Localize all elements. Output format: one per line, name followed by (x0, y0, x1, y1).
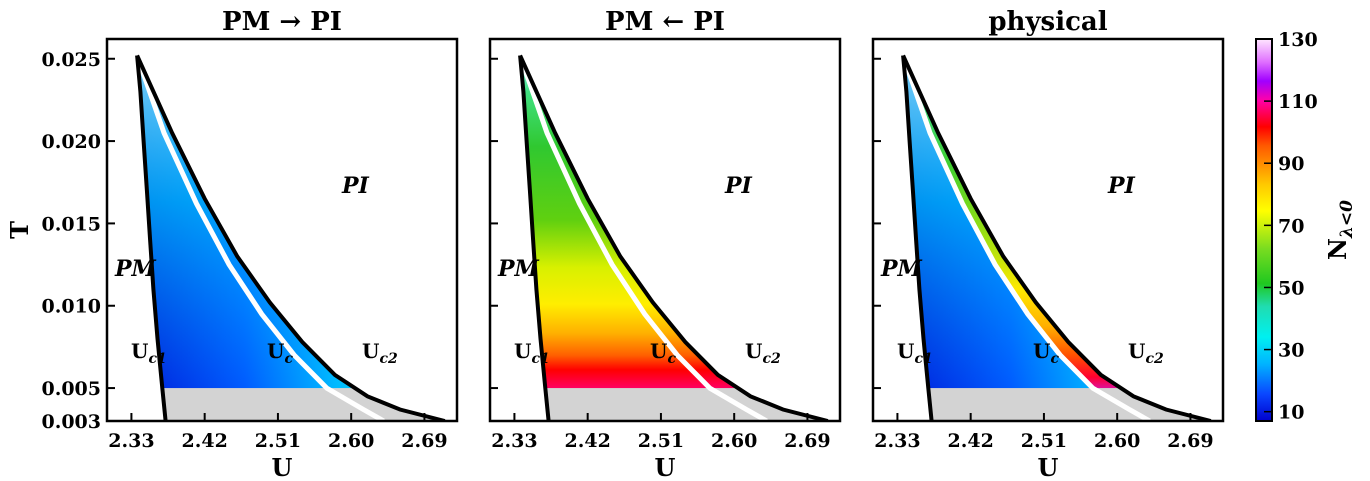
colorbar-label: Nλ<0 (1323, 200, 1357, 260)
masked-region (520, 388, 828, 421)
heat-region-left-overlay (903, 55, 1211, 421)
uc-line (134, 54, 385, 421)
x-axis-label: U (1038, 453, 1059, 481)
panel-title: PM → PI (222, 7, 342, 37)
uc-label: Uc (650, 339, 676, 367)
panel-1: PM → PI 2.33 2.42 2.51 2.60 2.69 0.003 0.005 0.0… (42, 7, 459, 481)
x-tick-label: 2.42 (182, 430, 228, 452)
y-tick-label: 0.003 (42, 411, 102, 433)
panel-2: PM ← PI 2.33 2.42 2.51 2.60 2.69 U PM PI Uc1 Uc Uc2 (488, 7, 842, 481)
y-tick-label: 0.015 (42, 213, 102, 235)
axes-frame (871, 37, 1225, 423)
axes-frame (488, 37, 842, 423)
x-tick-label: 2.33 (108, 430, 154, 452)
colorbar-tick-label: 10 (1278, 402, 1304, 424)
masked-region (137, 388, 445, 421)
uc2-boundary (135, 54, 446, 421)
uc2-label: Uc2 (1128, 339, 1164, 367)
uc1-label: Uc1 (514, 339, 550, 367)
uc-label: Uc (267, 339, 293, 367)
heat-region (520, 55, 828, 421)
x-axis-label: U (655, 453, 676, 481)
x-tick-label: 2.42 (948, 430, 994, 452)
y-tick-label: 0.010 (42, 296, 102, 318)
panel-3: physical 2.33 2.42 2.51 2.60 2.69 U PM PI Uc1 Uc Uc… (871, 7, 1225, 481)
panel-title: PM ← PI (605, 7, 725, 37)
colorbar-tick-label: 130 (1278, 29, 1318, 51)
uc-label: Uc (1033, 339, 1059, 367)
uc1-label: Uc1 (897, 339, 933, 367)
x-tick-label: 2.60 (328, 430, 374, 452)
x-tick-label: 2.51 (1021, 430, 1067, 452)
x-tick-label: 2.69 (401, 430, 447, 452)
y-axis-label: T (5, 221, 34, 239)
uc-line (900, 54, 1151, 421)
x-tick-label: 2.60 (711, 430, 757, 452)
colorbar-tick-label: 50 (1278, 277, 1304, 299)
uc1-boundary (135, 55, 168, 421)
y-tick-label: 0.005 (42, 378, 102, 400)
uc1-boundary (518, 55, 551, 421)
y-tick-label: 0.020 (42, 131, 102, 153)
pi-label: PI (341, 173, 370, 199)
colorbar-tick-label: 90 (1278, 153, 1304, 175)
colorbar-tick-label: 110 (1278, 91, 1318, 113)
uc1-label: Uc1 (131, 339, 167, 367)
x-tick-label: 2.51 (638, 430, 684, 452)
uc2-label: Uc2 (745, 339, 781, 367)
x-axis-label: U (272, 453, 293, 481)
panel-title: physical (988, 7, 1107, 37)
uc2-boundary (901, 54, 1212, 421)
x-tick-label: 2.69 (1167, 430, 1213, 452)
pi-label: PI (724, 173, 753, 199)
pm-label: PM (880, 256, 923, 282)
x-tick-label: 2.51 (255, 430, 301, 452)
colorbar-gradient (1255, 38, 1273, 422)
colorbar-tick-label: 30 (1278, 340, 1304, 362)
x-tick-label: 2.60 (1094, 430, 1140, 452)
x-tick-label: 2.33 (491, 430, 537, 452)
heat-region-overlay (137, 55, 445, 421)
pi-label: PI (1107, 173, 1136, 199)
x-tick-label: 2.42 (565, 430, 611, 452)
pm-label: PM (497, 256, 540, 282)
y-tick-label: 0.025 (42, 49, 102, 71)
uc1-boundary (901, 55, 934, 421)
uc2-boundary (518, 54, 829, 421)
colorbar: 10 30 50 70 90 110 130 Nλ<0 (1255, 29, 1357, 424)
uc-line (517, 54, 768, 421)
axes-frame (105, 37, 459, 423)
x-tick-label: 2.69 (784, 430, 830, 452)
x-tick-label: 2.33 (874, 430, 920, 452)
colorbar-tick-label: 70 (1278, 215, 1304, 237)
pm-label: PM (114, 256, 157, 282)
uc2-label: Uc2 (362, 339, 398, 367)
masked-region (903, 388, 1211, 421)
